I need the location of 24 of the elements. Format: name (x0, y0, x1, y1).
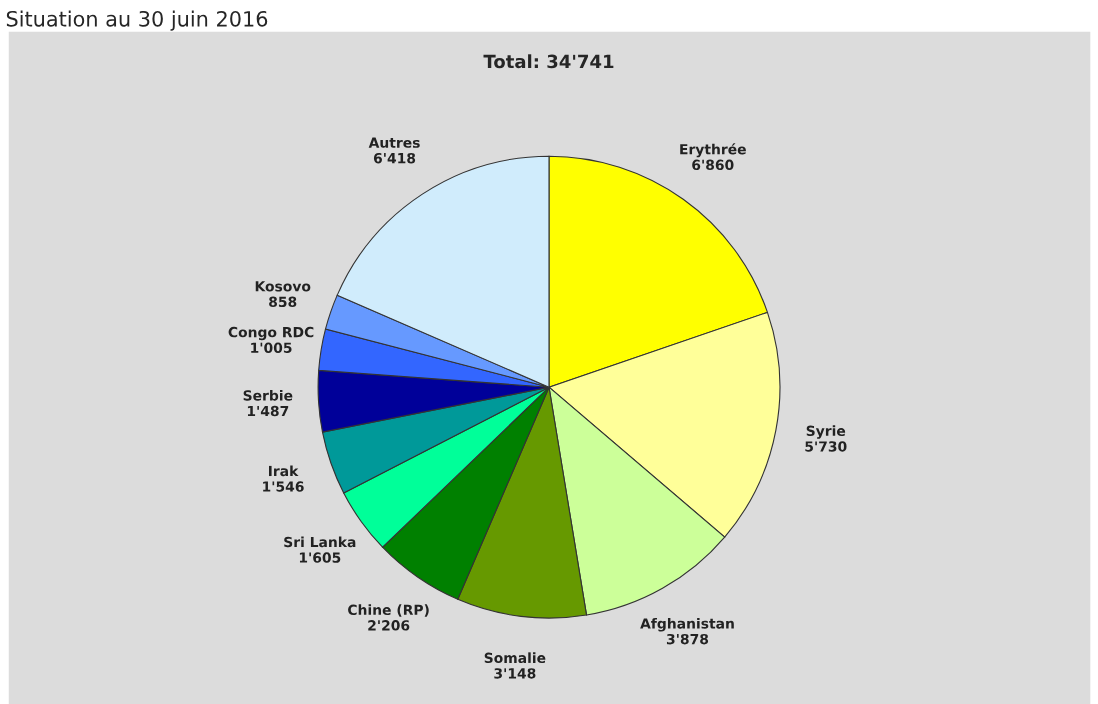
chart-title: Total: 34'741 (483, 54, 614, 69)
slice-label: Autres (368, 137, 420, 148)
data-label: 858 (269, 296, 297, 308)
slice-label: Chine (RP) (348, 604, 429, 617)
slice-label: Erythrée (680, 143, 746, 158)
data-label: 3'148 (494, 668, 536, 679)
data-label: 1'487 (247, 405, 289, 417)
data-label: 1'005 (251, 342, 292, 354)
data-label: 1'605 (299, 552, 341, 563)
data-label: 3'878 (666, 633, 709, 645)
slice-label: Kosovo (255, 281, 311, 292)
slice-label: Syrie (806, 425, 846, 439)
slice-label: Congo RDC (228, 326, 314, 341)
data-label: 1'546 (263, 481, 304, 492)
data-label: 6'418 (373, 152, 416, 164)
slice-label: Somalie (484, 652, 546, 664)
data-label: 2'206 (368, 620, 410, 631)
slice-label: Sri Lanka (284, 536, 356, 548)
slice-label: Afghanistan (640, 617, 734, 632)
slice-label: Irak (268, 465, 299, 477)
slice-label: Serbie (243, 389, 293, 401)
text: Situation au 30 juin 2016 (6, 10, 268, 31)
data-label: 6'860 (692, 159, 734, 171)
data-label: 5'730 (805, 441, 847, 452)
